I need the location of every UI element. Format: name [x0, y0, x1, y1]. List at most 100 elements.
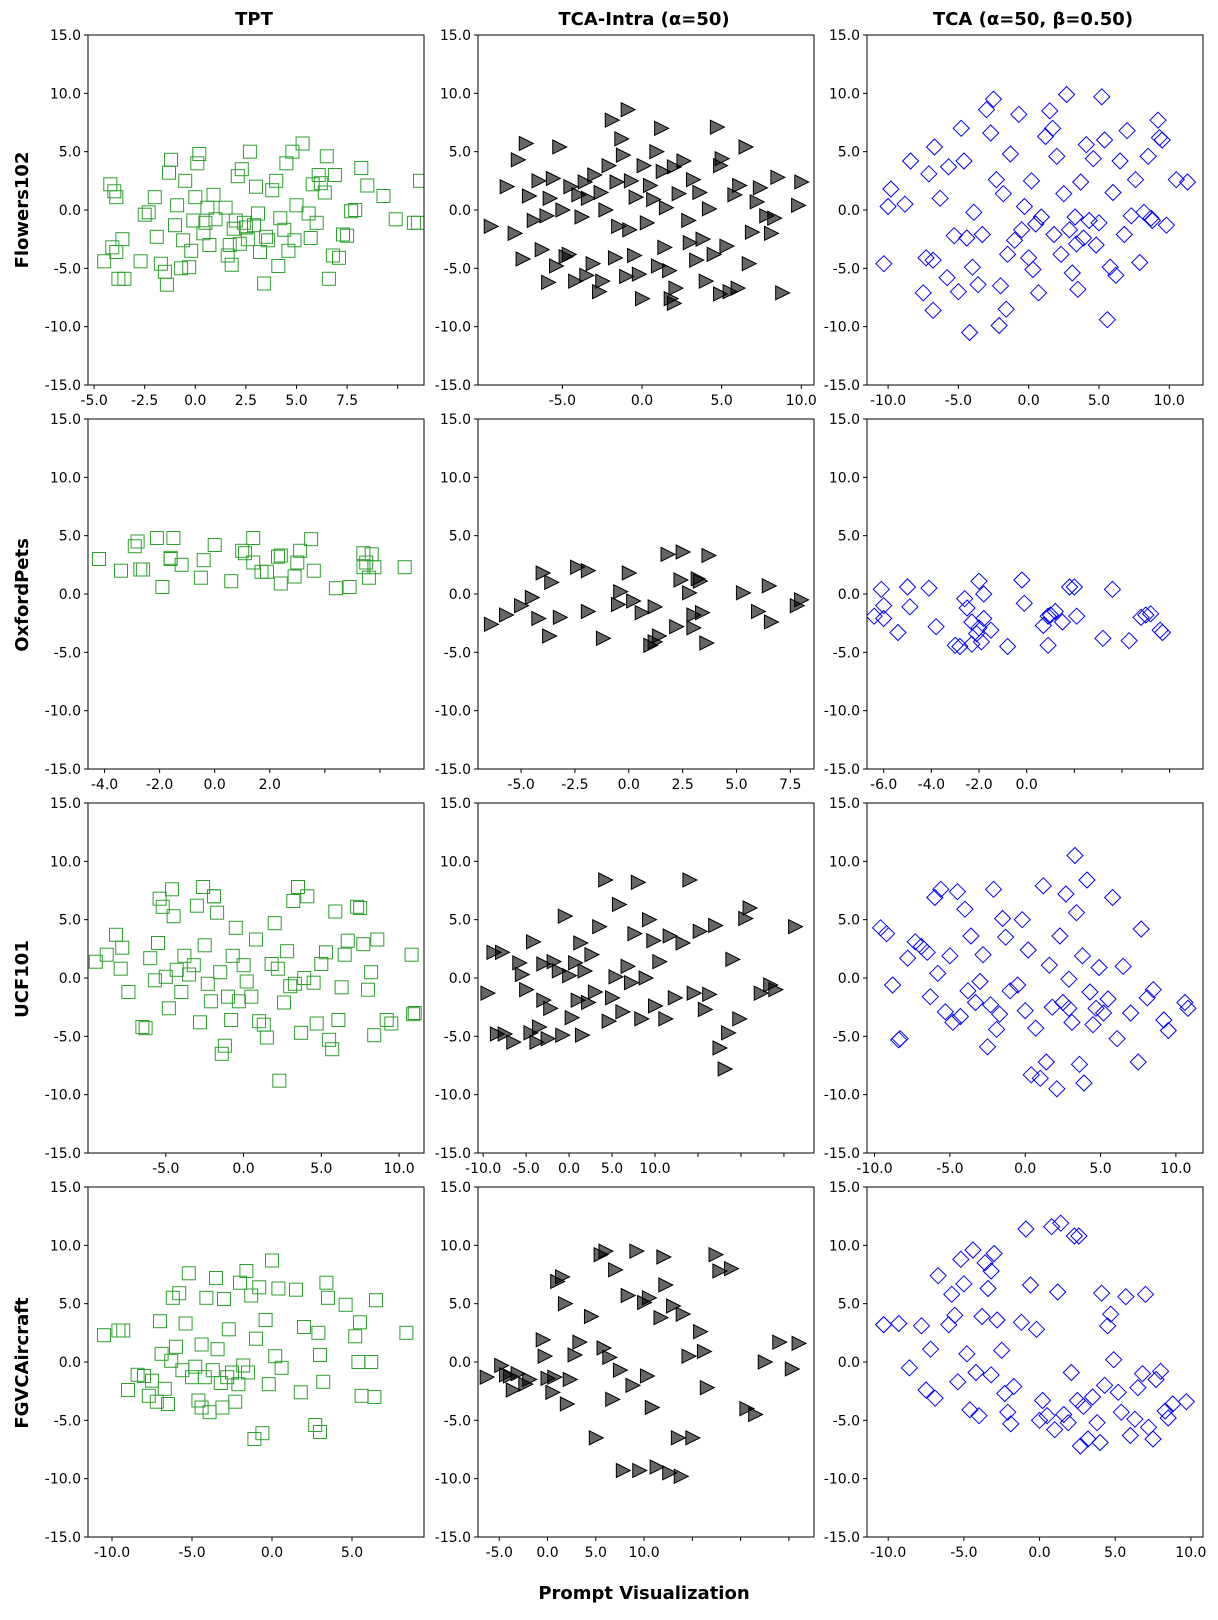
data-point: [976, 1254, 994, 1272]
data-point: [1067, 235, 1086, 253]
data-point: [682, 234, 699, 251]
data-point: [620, 101, 637, 118]
data-point: [111, 271, 126, 286]
data-point: [103, 177, 118, 192]
data-point: [486, 944, 503, 961]
data-point: [613, 583, 629, 600]
data-point: [627, 247, 643, 264]
data-point: [1121, 1004, 1140, 1022]
data-point: [635, 290, 651, 307]
y-tick-label: 5.0: [449, 913, 471, 929]
data-point: [601, 157, 618, 174]
data-point: [901, 152, 920, 170]
y-tick-label: 0.0: [838, 1355, 860, 1371]
data-point: [133, 254, 148, 269]
data-point: [165, 882, 179, 897]
data-point: [997, 300, 1015, 318]
y-tick-label: -10.0: [824, 1472, 860, 1488]
data-point: [642, 177, 659, 194]
scatter-panels: -15.0-10.0-5.00.05.010.015.0-5.0 -2.5 0.0 2…: [45, 28, 1207, 1561]
data-point: [562, 1371, 579, 1388]
data-point: [1002, 1415, 1020, 1433]
x-tick-label: 0.0: [204, 777, 226, 793]
data-point: [927, 617, 945, 636]
panel-fgvcaircraft-tpt: -15.0 -10.0 -5.0 0.0 5.0 10.0 15.0 -10.0 -5.0 0.0…: [45, 1180, 425, 1561]
column-title-tca-intra: TCA-Intra (α=50): [558, 9, 729, 30]
data-point: [1024, 260, 1042, 279]
data-point: [638, 970, 655, 986]
y-tick-label: 0.0: [59, 1355, 81, 1371]
y-tick-label: 5.0: [59, 1297, 81, 1313]
data-point: [177, 948, 192, 963]
data-point: [961, 1401, 979, 1419]
data-point: [198, 215, 213, 230]
y-tick-label: -5.0: [444, 1413, 471, 1429]
data-point: [877, 924, 896, 943]
data-point: [634, 604, 651, 621]
data-point: [127, 539, 142, 554]
points-ucf101-tca: [871, 846, 1197, 1098]
x-tick-label: 5.0: [725, 777, 747, 793]
data-point: [321, 1290, 335, 1305]
data-point: [748, 1406, 764, 1423]
data-point: [163, 550, 178, 565]
y-tick-label: 10.0: [50, 86, 81, 102]
data-point: [208, 212, 223, 227]
data-point: [545, 1384, 561, 1401]
data-point: [706, 246, 723, 263]
data-point: [313, 1348, 327, 1362]
data-point: [289, 198, 304, 213]
panel-oxfordpets-tca-intra: -15.0 -10.0 -5.0 0.0 5.0 10.0 15.0 -5.0 -2.5 0.0 2…: [435, 412, 815, 793]
y-tick-label: 10.0: [50, 854, 81, 870]
data-point: [1103, 888, 1122, 907]
data-point: [1034, 877, 1052, 895]
data-point: [662, 928, 679, 944]
data-point: [673, 1468, 690, 1485]
data-point: [182, 967, 197, 982]
y-tick-label: -15.0: [824, 762, 860, 778]
points-flowers102-tca: [875, 85, 1197, 342]
data-point: [709, 119, 726, 135]
data-point: [406, 1007, 421, 1022]
data-point: [612, 1362, 629, 1378]
data-point: [172, 1286, 187, 1301]
data-point: [1045, 1420, 1064, 1439]
data-point: [328, 581, 343, 596]
data-point: [247, 1432, 262, 1446]
data-point: [534, 241, 551, 258]
y-tick-label: -5.0: [54, 645, 81, 661]
data-point: [209, 1271, 223, 1285]
data-point: [1015, 594, 1033, 613]
data-point: [1013, 910, 1031, 929]
y-tick-label: 15.0: [50, 28, 81, 44]
data-point: [900, 1359, 919, 1377]
data-point: [354, 161, 369, 175]
data-point: [242, 144, 257, 159]
data-point: [293, 543, 308, 558]
data-point: [625, 1377, 642, 1394]
data-point: [367, 1028, 382, 1043]
data-point: [295, 136, 310, 151]
data-point: [595, 273, 611, 289]
panel-flowers102-tpt: -15.0 -10.0 -5.0 0.0 5.0 10.0 15.0 -5.0 -2.5 0.0 2…: [45, 28, 425, 409]
data-point: [958, 229, 976, 247]
data-point: [178, 173, 193, 188]
data-point: [653, 1309, 670, 1326]
data-point: [218, 200, 233, 215]
data-point: [169, 1339, 183, 1354]
data-point: [925, 138, 944, 156]
data-point: [1040, 956, 1059, 974]
data-point: [1062, 1363, 1081, 1382]
data-point: [1026, 215, 1045, 233]
data-point: [692, 573, 709, 589]
data-point: [584, 946, 601, 963]
panel-ucf101-tca-intra: -15.0-10.0-5.00.05.010.015.0-10.0 -5.0 0.0…: [435, 796, 815, 1177]
x-tick-label: 10.0: [786, 393, 817, 409]
x-tick-label: 10.0: [384, 1161, 415, 1177]
data-point: [982, 621, 1000, 639]
data-point: [646, 932, 662, 949]
data-point: [1032, 208, 1051, 226]
data-point: [356, 546, 371, 561]
data-point: [673, 572, 690, 588]
data-point: [545, 170, 562, 187]
